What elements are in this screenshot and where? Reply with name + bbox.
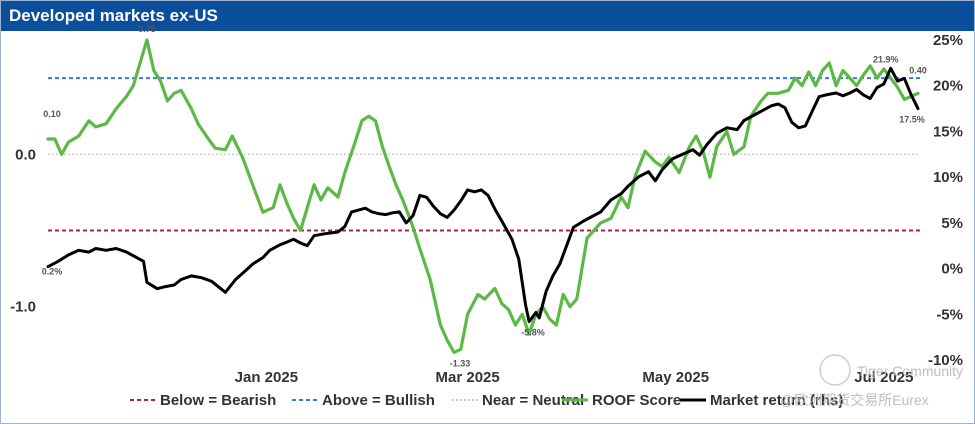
point-label-1-1: -5.8% <box>521 328 545 338</box>
x-tick-label: Jan 2025 <box>235 369 298 386</box>
y-axis-right: 25% 20% 15% 10% 5% 0% -5% -10% <box>928 32 963 369</box>
watermark-line2: @欧洲期货交易所Eurex <box>780 392 929 408</box>
point-label-0-0: 0.10 <box>43 109 61 119</box>
y-right-tick-label: 0% <box>941 261 963 278</box>
series-line-1 <box>46 66 920 324</box>
series-lines <box>46 38 920 354</box>
point-label-0-3: 0.40 <box>909 65 927 75</box>
y-left-tick-label: 0.0 <box>15 146 36 163</box>
legend-label-4: Market return (rhs) <box>710 392 843 409</box>
point-label-1-2: 21.9% <box>873 54 899 64</box>
tiger-logo-icon <box>819 354 851 386</box>
point-labels: 0.10 0.75 -1.33 0.40 0.2% -5.8% 21.9% 17.5% <box>42 24 927 368</box>
y-right-tick-label: 25% <box>933 32 963 49</box>
legend: Below = Bearish Above = Bullish Near = Neu… <box>130 392 843 409</box>
x-tick-label: Jul 2025 <box>854 369 913 386</box>
point-label-1-0: 0.2% <box>42 267 63 277</box>
x-tick-label: Mar 2025 <box>436 369 500 386</box>
threshold-lines <box>48 77 920 232</box>
legend-label-1: Above = Bullish <box>322 392 435 409</box>
y-right-tick-label: 20% <box>933 78 963 95</box>
y-right-tick-label: 5% <box>941 215 963 232</box>
series-line-0 <box>46 38 920 354</box>
y-right-tick-label: -10% <box>928 352 963 369</box>
title-bar: Developed markets ex-US <box>1 1 974 31</box>
legend-label-3: ROOF Score <box>592 392 681 409</box>
x-tick-label: May 2025 <box>642 369 709 386</box>
watermark: Tiger Community @欧洲期货交易所Eurex <box>780 354 963 408</box>
point-label-1-3: 17.5% <box>899 115 925 125</box>
y-right-tick-label: 10% <box>933 169 963 186</box>
y-right-tick-label: 15% <box>933 123 963 140</box>
watermark-line1: Tiger Community <box>857 363 963 379</box>
point-label-0-1: 0.75 <box>138 24 156 34</box>
legend-label-2: Near = Neutral <box>482 392 584 409</box>
point-label-0-2: -1.33 <box>450 358 471 368</box>
chart-title: Developed markets ex-US <box>9 6 218 25</box>
y-left-tick-label: -1.0 <box>10 299 36 316</box>
x-axis: Jan 2025 Mar 2025 May 2025 Jul 2025 <box>235 369 914 386</box>
legend-label-0: Below = Bearish <box>160 392 276 409</box>
y-axis-left: 0.0 -1.0 <box>10 146 36 315</box>
y-right-tick-label: -5% <box>936 306 963 323</box>
